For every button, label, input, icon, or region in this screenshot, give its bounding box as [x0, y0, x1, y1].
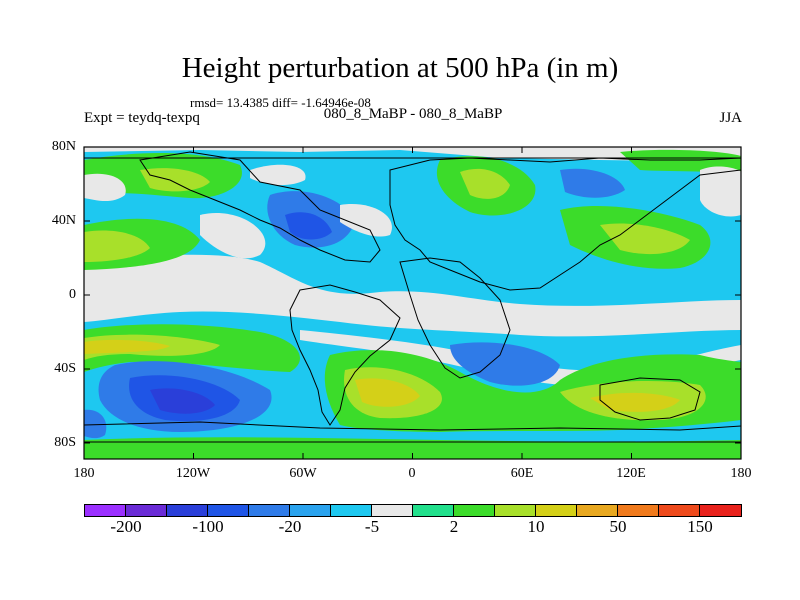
lon-tick-60e: 60E — [510, 466, 534, 481]
colorbar-segment — [372, 505, 413, 516]
colorbar-label: -20 — [278, 517, 302, 536]
colorbar-segment — [536, 505, 577, 516]
lon-tick-0: 0 — [408, 466, 416, 481]
plot-title: Height perturbation at 500 hPa (in m) — [181, 52, 619, 84]
colorbar-segment — [249, 505, 290, 516]
lat-tick-0: 0 — [69, 287, 76, 302]
lat-tick-40n: 40N — [51, 213, 76, 228]
colorbar-label: 50 — [609, 517, 627, 536]
colorbar-label: 150 — [687, 517, 713, 536]
colorbar-segment — [577, 505, 618, 516]
colorbar-segment — [290, 505, 331, 516]
colorbar-segment — [700, 505, 741, 516]
colorbar-segment — [85, 505, 126, 516]
colorbar-segment — [126, 505, 167, 516]
colorbar-segment — [618, 505, 659, 516]
lon-tick-120w: 120W — [175, 466, 211, 481]
colorbar-segment — [495, 505, 536, 516]
colorbar — [84, 504, 742, 517]
stats-text: rmsd= 13.4385 diff= -1.64946e-08 — [190, 95, 371, 110]
colorbar-segment — [659, 505, 700, 516]
lon-tick-60w: 60W — [289, 466, 317, 481]
colorbar-segment — [331, 505, 372, 516]
colorbar-segment — [208, 505, 249, 516]
colorbar-label: 10 — [527, 517, 545, 536]
colorbar-segment — [454, 505, 495, 516]
season-label: JJA — [719, 110, 742, 126]
land-outline — [84, 151, 741, 443]
colorbar-label: -200 — [110, 517, 142, 536]
colorbar-segment — [413, 505, 454, 516]
lat-tick-80n: 80N — [51, 139, 76, 154]
colorbar-label: -5 — [364, 517, 380, 536]
colorbar-label: 2 — [449, 517, 459, 536]
lon-tick-180w: 180 — [73, 466, 95, 481]
case-label: 080_8_MaBP - 080_8_MaBP — [323, 106, 503, 122]
lon-tick-180e: 180 — [730, 466, 752, 481]
lat-tick-40s: 40S — [54, 361, 76, 376]
axis-ticks — [83, 146, 742, 459]
colorbar-label: -100 — [192, 517, 224, 536]
colorbar-segment — [167, 505, 208, 516]
lat-tick-80s: 80S — [54, 435, 76, 450]
experiment-label: Expt = teydq-texpq — [84, 110, 200, 126]
lon-tick-120e: 120E — [616, 466, 646, 481]
